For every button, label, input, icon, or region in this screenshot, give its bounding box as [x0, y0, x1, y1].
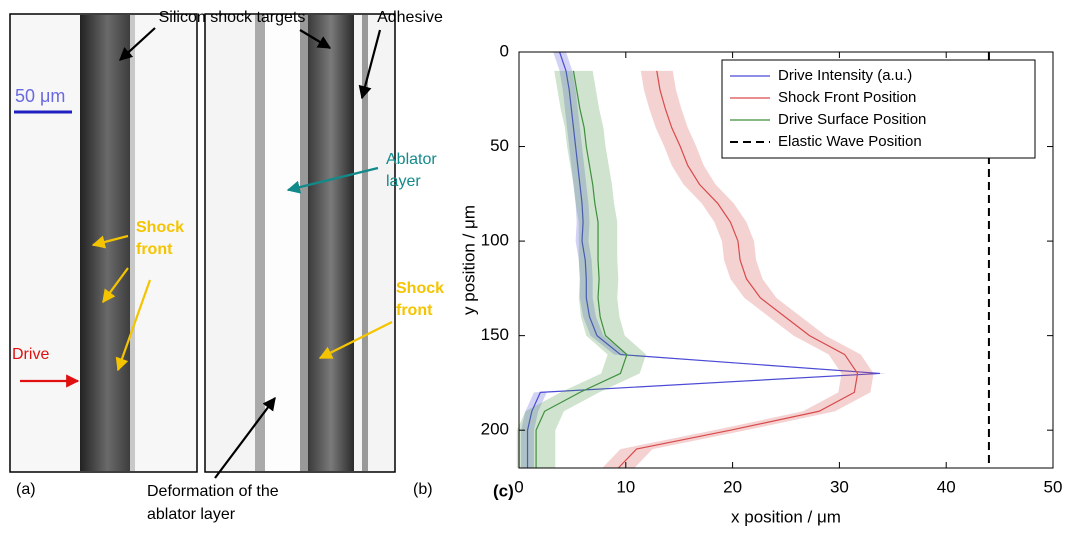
panel-label: (a): [16, 481, 36, 498]
legend-box: [721, 59, 1036, 159]
shock-front-label: front: [396, 302, 433, 319]
deformation-label: Deformation of the: [147, 483, 279, 500]
legend-label: Drive Surface Position: [778, 111, 926, 128]
y-tick-label: 50: [490, 136, 509, 155]
y-tick-label: 200: [481, 420, 509, 439]
x-tick-label: 20: [723, 477, 742, 496]
x-tick-label: 50: [1044, 477, 1063, 496]
legend-label: Shock Front Position: [778, 89, 916, 106]
chart: (c) x position / μm y position / μm 0 10 2…: [459, 41, 1062, 526]
x-tick-label: 0: [514, 477, 523, 496]
x-tick-label: 40: [937, 477, 956, 496]
targets-label: Silicon shock targets: [159, 9, 306, 26]
y-tick-label: 0: [500, 41, 509, 60]
panel-label: (b): [413, 481, 433, 498]
adhesive-label: Adhesive: [377, 9, 443, 26]
series-line: [526, 51, 881, 468]
series-line: [535, 70, 628, 468]
panel-label: (c): [493, 481, 514, 500]
error-band: [516, 70, 647, 468]
series-line: [617, 70, 859, 469]
drive-label: Drive: [12, 346, 49, 363]
shock-front-label: Shock: [396, 280, 444, 297]
error-band: [602, 70, 874, 468]
ablator-label: layer: [386, 173, 421, 190]
legend-label: Elastic Wave Position: [778, 133, 922, 150]
y-tick-label: 100: [481, 231, 509, 250]
axes-box: [518, 51, 1054, 469]
scale-label: 50 μm: [15, 86, 65, 106]
shock-front-label: front: [136, 241, 173, 258]
y-tick-label: 150: [481, 325, 509, 344]
x-tick-label: 30: [830, 477, 849, 496]
x-axis-label: x position / μm: [731, 507, 841, 526]
y-axis-label: y position / μm: [459, 205, 478, 315]
ablator-label: Ablator: [386, 151, 437, 168]
shock-front-label: Shock: [136, 219, 184, 236]
arrows: [20, 27, 393, 479]
image-a: [9, 13, 198, 473]
legend-label: Drive Intensity (a.u.): [778, 67, 912, 84]
deformation-label: ablator layer: [147, 506, 236, 523]
x-tick-label: 10: [616, 477, 635, 496]
